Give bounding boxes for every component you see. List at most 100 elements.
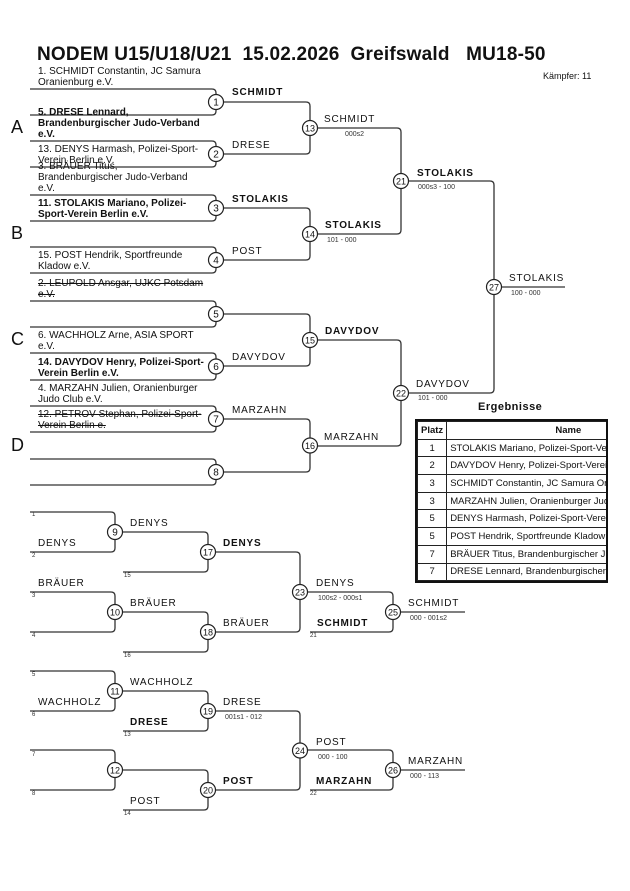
slot-number: 21	[310, 633, 317, 639]
match-circle	[291, 742, 309, 759]
name: BRÄUER Titus, Brandenburgischer Judo-Ver…	[446, 544, 606, 564]
match-number: 5	[213, 310, 219, 321]
winner-m13: SCHMIDT	[324, 114, 376, 125]
match-circle	[106, 682, 124, 700]
participant: 13. DENYS Harmash, Polizei-Sport-Verein …	[38, 144, 199, 166]
match-number: 13	[305, 124, 315, 134]
pool-label-d: D	[11, 435, 24, 455]
match-circle	[207, 199, 225, 217]
slot-number: 16	[124, 653, 131, 659]
slot-number: 14	[124, 811, 131, 817]
match-number: 19	[203, 707, 213, 717]
match-circle	[207, 93, 225, 111]
pool-label-b: B	[11, 223, 24, 243]
match-number: 18	[203, 628, 213, 638]
match-number: 3	[213, 204, 219, 215]
slot-number: 22	[310, 791, 317, 797]
match-circle	[207, 410, 225, 428]
winner-m9: DENYS	[130, 518, 169, 529]
header-place: Platz	[417, 421, 448, 440]
match-number: 2	[213, 150, 219, 161]
winner-m16: MARZAHN	[324, 432, 380, 443]
slot-number: 4	[32, 633, 36, 639]
match-number: 12	[110, 766, 120, 776]
winner-m14: STOLAKIS	[325, 220, 382, 231]
winner-m4: POST	[232, 246, 263, 257]
slot-number: 8	[32, 791, 36, 797]
entry-m26: MARZAHN	[316, 776, 373, 787]
match-number: 15	[305, 336, 315, 346]
bracket-connector	[401, 180, 495, 394]
bracket-connector	[310, 127, 402, 235]
match-number: 6	[213, 362, 219, 373]
match-number: 16	[305, 441, 315, 451]
place: 3	[417, 491, 448, 511]
name: MARZAHN Julien, Oranienburger Judo Club …	[446, 491, 606, 511]
winner-m3: STOLAKIS	[232, 194, 289, 205]
participant: 4. MARZAHN Julien, Oranienburger Judo Cl…	[38, 383, 198, 405]
bracket-connector	[30, 591, 116, 633]
match-circle	[384, 603, 402, 621]
bracket-connector	[30, 749, 116, 791]
match-number: 24	[295, 746, 305, 756]
score-m26: 000 - 113	[410, 773, 440, 780]
page-title: NODEM U15/U18/U21 15.02.2026 Greifswald …	[37, 44, 546, 65]
results-title: Ergebnisse	[478, 401, 543, 413]
match-number: 23	[295, 588, 305, 598]
winner-m22: DAVYDOV	[416, 379, 470, 390]
match-number: 25	[388, 608, 398, 618]
participant: 15. POST Hendrik, Sportfreunde Kladow e.…	[38, 250, 183, 272]
match-circle	[384, 761, 402, 779]
place: 7	[417, 544, 448, 564]
match-circle	[392, 172, 410, 190]
match-circle	[485, 278, 503, 296]
pool-label-c: C	[11, 329, 24, 349]
fighter-count: Kämpfer: 11	[543, 71, 592, 81]
match-number: 10	[110, 608, 120, 618]
score-m24: 000 - 100	[318, 754, 348, 761]
match-number: 9	[112, 528, 118, 539]
participant: 3. BRÄUER Titus, Brandenburgischer Judo-…	[38, 161, 188, 194]
bracket-connector	[208, 710, 301, 791]
winner-m19: DRESE	[223, 697, 262, 708]
match-circle	[199, 543, 217, 561]
match-circle	[199, 623, 217, 641]
score-m14: 101 - 000	[327, 237, 357, 244]
winner-m2: DRESE	[232, 140, 271, 151]
place: 3	[417, 474, 448, 493]
winner-m6: DAVYDOV	[232, 352, 286, 363]
entry-m25: SCHMIDT	[317, 618, 369, 629]
participant: 11. STOLAKIS Mariano, Polizei-Sport-Vere…	[38, 198, 187, 220]
winner-m1: SCHMIDT	[232, 87, 284, 98]
match-number: 27	[489, 283, 499, 293]
slot-number: 1	[32, 512, 36, 518]
winner-m24: POST	[316, 737, 347, 748]
score-final: 100 - 000	[511, 290, 541, 297]
match-circle	[301, 331, 319, 349]
match-circle	[207, 358, 225, 375]
winner-m23: DENYS	[316, 578, 355, 589]
match-circle	[106, 523, 124, 541]
slot-number: 3	[32, 593, 36, 599]
entry-m10: BRÄUER	[38, 578, 85, 589]
bracket-connector	[115, 769, 209, 811]
entry-m9: DENYS	[38, 538, 77, 549]
score-m22: 101 - 000	[418, 395, 448, 402]
name: POST Hendrik, Sportfreunde Kladow e.V.	[446, 527, 606, 546]
bracket-connector	[30, 458, 217, 486]
name: STOLAKIS Mariano, Polizei-Sport-Verein B…	[446, 438, 606, 458]
winner-m7: MARZAHN	[232, 405, 288, 416]
match-circle	[207, 251, 225, 269]
match-circle	[301, 119, 319, 137]
match-circle	[392, 384, 410, 402]
place: 5	[417, 527, 448, 546]
bracket-connector	[115, 611, 209, 653]
match-circle	[106, 603, 124, 621]
bracket-connector	[310, 339, 402, 447]
match-circle	[207, 145, 225, 163]
